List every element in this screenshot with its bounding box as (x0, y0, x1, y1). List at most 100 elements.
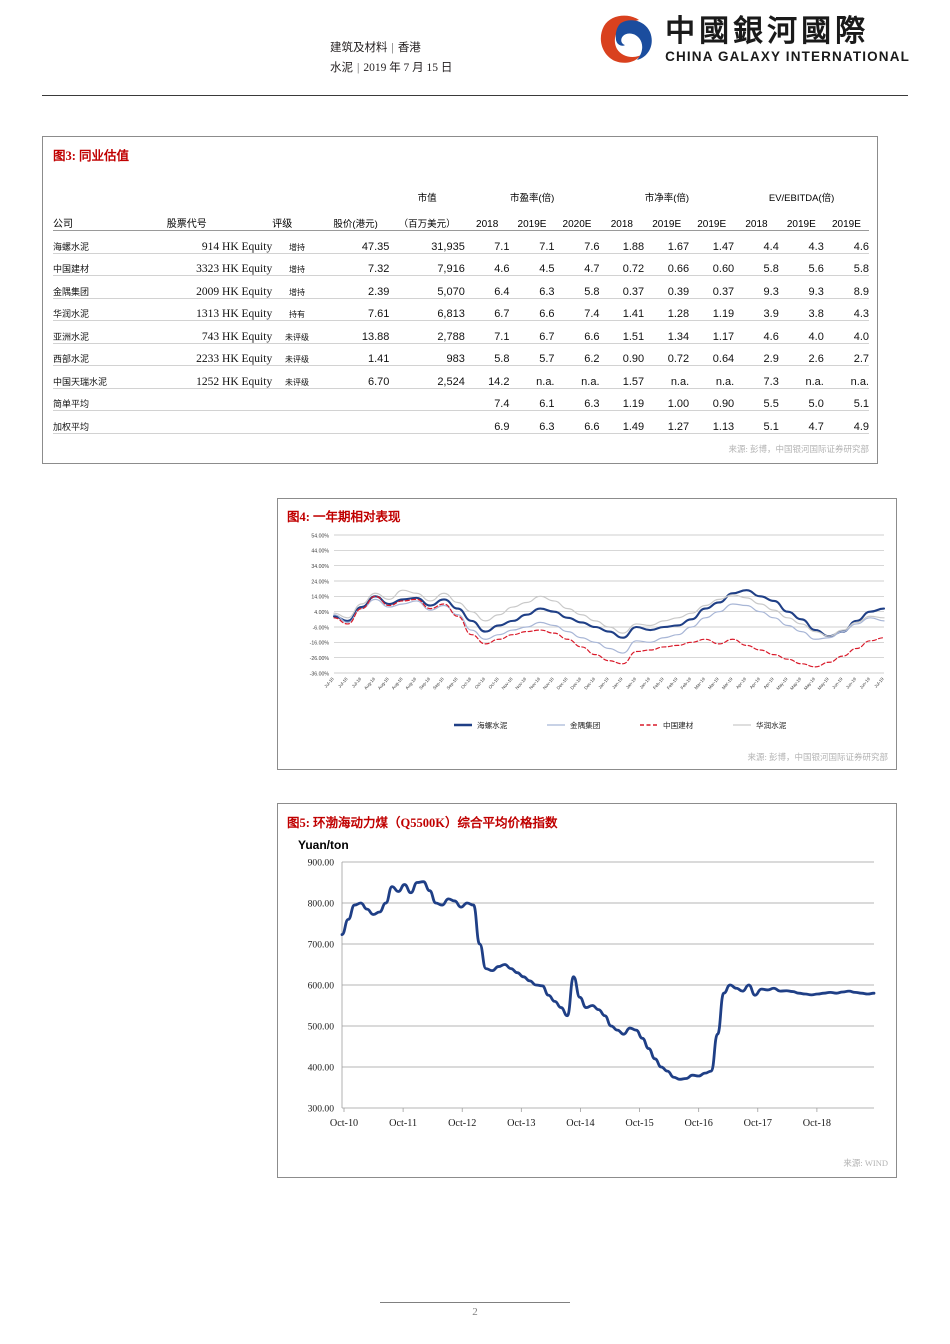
svg-text:Oct-15: Oct-15 (625, 1118, 653, 1129)
grp-blank-ticker (167, 182, 272, 204)
svg-text:Oct-11: Oct-11 (389, 1118, 417, 1129)
cell-ev-2019e-2: 4.9 (823, 410, 869, 434)
svg-text:Mar-19: Mar-19 (721, 676, 734, 690)
svg-text:Jun-19: Jun-19 (845, 676, 858, 690)
cell-pe-2020e: 7.6 (554, 230, 600, 254)
svg-text:Oct-12: Oct-12 (448, 1118, 476, 1129)
svg-text:300.00: 300.00 (308, 1104, 335, 1115)
cell-ev-2018: 7.3 (734, 365, 779, 389)
cell-ticker: 743 HK Equity (166, 320, 273, 344)
header-sector: 建筑及材料 (330, 42, 388, 54)
cell-mcap: 2,788 (389, 320, 465, 344)
cell-ev-2019e-1: n.a. (778, 365, 824, 389)
svg-text:Oct-14: Oct-14 (566, 1118, 594, 1129)
svg-text:Oct-10: Oct-10 (330, 1118, 358, 1129)
cell-ev-2019e-1: 3.8 (778, 298, 824, 321)
col-header-pb-2019e-2: 2019E (689, 204, 735, 231)
cell-pb-2018: 0.90 (599, 343, 645, 366)
cell-pe-2020e: 6.2 (554, 343, 600, 366)
cell-rating: 未评级 (272, 320, 322, 344)
svg-text:Jan-19: Jan-19 (625, 676, 638, 690)
cell-blank-price (321, 388, 390, 411)
cell-ev-2019e-2: 4.0 (823, 320, 869, 344)
cell-pe-2020e: n.a. (554, 365, 600, 389)
figure5-coal-price-box: 图5: 环渤海动力煤（Q5500K）综合平均价格指数 Yuan/ton 900.… (277, 803, 897, 1178)
cell-ev-2018: 4.4 (734, 230, 779, 254)
cell-pe-2020e: 6.6 (554, 320, 600, 344)
col-header-ticker: 股票代号 (166, 204, 273, 231)
cell-ev-2019e-2: n.a. (823, 365, 869, 389)
cell-ticker: 2009 HK Equity (166, 275, 273, 299)
cell-pe-2018: 6.7 (464, 298, 510, 321)
grp-header-mcap: 市值 (417, 193, 437, 204)
svg-text:Aug-18: Aug-18 (391, 676, 404, 690)
cell-company: 中国天瑞水泥 (53, 365, 167, 389)
header-sector-line: 建筑及材料 | 香港 (330, 38, 452, 58)
cell-pb-2019e-1: 1.00 (644, 388, 690, 411)
svg-text:34.00%: 34.00% (311, 564, 329, 570)
cell-pb-2019e-1: 1.67 (644, 230, 690, 254)
cell-company: 华润水泥 (53, 298, 167, 321)
svg-text:Feb-19: Feb-19 (652, 676, 665, 690)
cell-pb-2018: 1.41 (599, 298, 645, 321)
svg-text:Jan-19: Jan-19 (597, 676, 610, 690)
svg-text:May-19: May-19 (817, 676, 831, 691)
svg-text:Mar-19: Mar-19 (707, 676, 720, 690)
svg-text:Jul-19: Jul-19 (873, 676, 885, 689)
cell-ev-2019e-2: 5.1 (823, 388, 869, 411)
cell-price: 13.88 (321, 320, 390, 344)
figure4-title: 图4: 一年期相对表现 (287, 510, 401, 524)
svg-text:-6.00%: -6.00% (313, 625, 330, 631)
cell-pe-2018: 7.1 (464, 320, 510, 344)
svg-text:Jul-18: Jul-18 (337, 676, 349, 689)
cell-company: 中国建材 (53, 253, 167, 276)
svg-text:Oct-16: Oct-16 (685, 1118, 713, 1129)
cell-average-label: 加权平均 (53, 410, 167, 434)
cell-price: 2.39 (321, 275, 390, 299)
col-header-pe-2020e: 2020E (554, 204, 600, 231)
cell-pe-2018: 14.2 (464, 365, 510, 389)
footer-divider (380, 1302, 570, 1303)
col-header-ev-2019e-1: 2019E (778, 204, 824, 231)
cell-ev-2018: 2.9 (734, 343, 779, 366)
cell-mcap: 31,935 (389, 230, 465, 254)
company-logo: 中國銀河國際 CHINA GALAXY INTERNATIONAL (599, 12, 910, 66)
page-header: 建筑及材料 | 香港 水泥 | 2019 年 7 月 15 日 中國銀河國際 CHINA… (0, 0, 950, 98)
svg-text:800.00: 800.00 (308, 899, 335, 910)
cell-company: 亚洲水泥 (53, 320, 167, 344)
cell-blank-mcap (389, 388, 465, 411)
cell-company: 海螺水泥 (53, 230, 167, 254)
figure3-title: 图3: 同业估值 (53, 149, 130, 163)
svg-text:600.00: 600.00 (308, 981, 335, 992)
svg-text:May-19: May-19 (789, 676, 803, 691)
svg-text:Dec-18: Dec-18 (583, 676, 596, 690)
table-row: 西部水泥 2233 HK Equity 未评级 1.41 983 5.8 5.7… (53, 343, 869, 366)
col-header-pe-2019e: 2019E (509, 204, 555, 231)
svg-text:May-19: May-19 (803, 676, 817, 691)
cell-ev-2019e-1: 5.6 (778, 253, 824, 276)
cell-pe-2020e: 7.4 (554, 298, 600, 321)
peer-valuation-table: 市值 市盈率(倍) 市净率(倍) EV/EBITDA(倍) 公司 股票代号 评级… (53, 182, 869, 434)
svg-text:Nov-18: Nov-18 (528, 676, 541, 690)
header-meta: 建筑及材料 | 香港 水泥 | 2019 年 7 月 15 日 (330, 38, 452, 78)
cell-pe-2019e: 6.6 (509, 298, 555, 321)
figure4-source: 来源: 彭博，中国银河国际证券研究部 (747, 752, 889, 762)
cell-ev-2018: 5.1 (734, 410, 779, 434)
cell-pb-2019e-2: 0.64 (689, 343, 735, 366)
cell-pb-2018: 1.88 (599, 230, 645, 254)
cell-pb-2019e-2: 0.90 (689, 388, 735, 411)
cell-pe-2020e: 6.6 (554, 410, 600, 434)
table-row-weighted-average: 加权平均 6.9 6.3 6.6 1.49 1.27 1.13 5.1 4.7 … (53, 410, 869, 434)
header-divider (42, 95, 908, 96)
col-header-pb-2019e-1: 2019E (644, 204, 690, 231)
figure4-relative-performance-box: 图4: 一年期相对表现 54.00% 44.00% 34.00% 24.00% 14.0… (277, 498, 897, 770)
cell-mcap: 983 (389, 343, 465, 366)
cell-pb-2019e-1: 1.34 (644, 320, 690, 344)
cell-company: 金隅集团 (53, 275, 167, 299)
cell-pb-2018: 1.51 (599, 320, 645, 344)
col-header-ev-2019e-2: 2019E (823, 204, 869, 231)
cell-blank-ticker (166, 410, 273, 434)
cell-pb-2019e-1: n.a. (644, 365, 690, 389)
cell-ev-2019e-1: 4.0 (778, 320, 824, 344)
cell-pb-2019e-2: 1.17 (689, 320, 735, 344)
